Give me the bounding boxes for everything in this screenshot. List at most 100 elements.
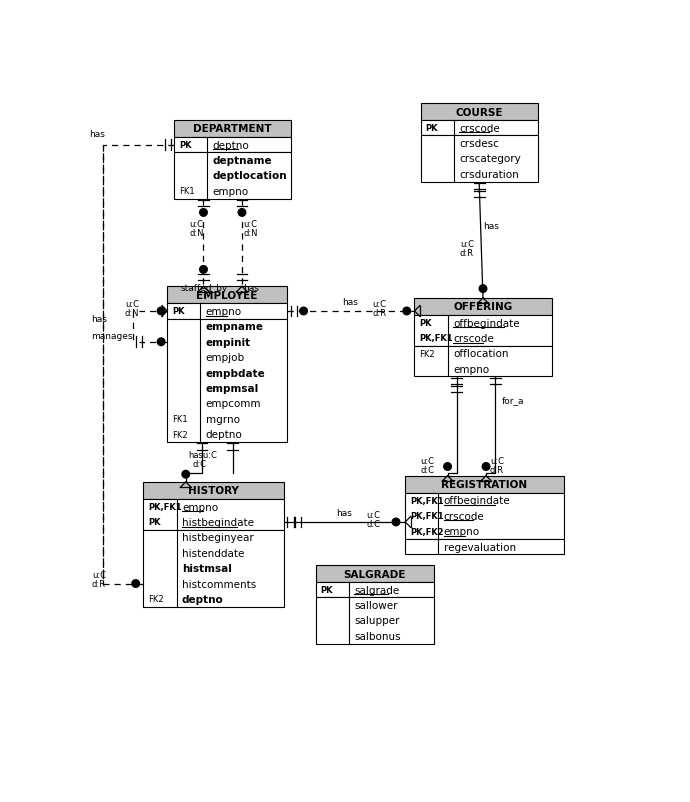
- Text: d:C: d:C: [366, 520, 381, 529]
- Circle shape: [299, 308, 308, 315]
- Circle shape: [479, 286, 487, 293]
- Bar: [174, 138, 291, 153]
- Bar: [415, 315, 551, 346]
- Text: has: has: [337, 508, 353, 517]
- Circle shape: [132, 580, 139, 588]
- Text: histmsal: histmsal: [182, 564, 232, 573]
- Text: empmsal: empmsal: [206, 383, 259, 394]
- Text: d:R: d:R: [372, 309, 386, 318]
- Text: empjob: empjob: [206, 353, 245, 363]
- Text: DEPARTMENT: DEPARTMENT: [193, 124, 272, 134]
- Text: u:C: u:C: [92, 570, 106, 579]
- Bar: [167, 287, 286, 304]
- Circle shape: [182, 471, 190, 479]
- Bar: [144, 482, 284, 499]
- Text: d:C: d:C: [421, 465, 435, 475]
- Text: crscode: crscode: [453, 334, 494, 343]
- Bar: [316, 565, 434, 582]
- Text: PK: PK: [148, 518, 161, 527]
- Text: empno: empno: [444, 527, 480, 537]
- Text: staffed_by: staffed_by: [180, 284, 228, 293]
- Text: empcomm: empcomm: [206, 399, 262, 409]
- Text: empno: empno: [453, 364, 489, 375]
- Text: histbegindate: histbegindate: [182, 517, 254, 527]
- Text: histcomments: histcomments: [182, 579, 256, 589]
- Bar: [144, 530, 284, 607]
- Text: u:C: u:C: [125, 299, 139, 309]
- Bar: [405, 493, 564, 539]
- Text: offbegindate: offbegindate: [444, 496, 511, 506]
- Text: u:C: u:C: [490, 456, 504, 465]
- Circle shape: [392, 518, 400, 526]
- Text: deptno: deptno: [213, 140, 250, 151]
- Text: has: has: [483, 221, 499, 231]
- Text: salupper: salupper: [355, 616, 400, 626]
- Text: HISTORY: HISTORY: [188, 486, 239, 496]
- Text: for_a: for_a: [502, 395, 524, 404]
- Text: histbeginyear: histbeginyear: [182, 533, 254, 543]
- Text: empno: empno: [213, 187, 249, 196]
- Bar: [415, 298, 551, 315]
- Text: hasu:C: hasu:C: [188, 450, 217, 459]
- Text: PK,FK1: PK,FK1: [148, 502, 181, 512]
- Circle shape: [482, 463, 490, 471]
- Bar: [167, 304, 286, 319]
- Text: u:C: u:C: [421, 456, 435, 465]
- Text: crsduration: crsduration: [459, 170, 519, 180]
- Bar: [316, 597, 434, 644]
- Bar: [415, 346, 551, 377]
- Text: COURSE: COURSE: [455, 107, 503, 117]
- Text: crscode: crscode: [459, 124, 500, 134]
- Text: d:R: d:R: [92, 579, 106, 589]
- Text: PK,FK1: PK,FK1: [419, 334, 453, 343]
- Text: d:C: d:C: [193, 460, 207, 468]
- Text: deptname: deptname: [213, 156, 273, 166]
- Text: sallower: sallower: [355, 601, 398, 610]
- Bar: [421, 104, 538, 121]
- Circle shape: [444, 463, 451, 471]
- Bar: [144, 499, 284, 530]
- Bar: [316, 582, 434, 597]
- Text: PK,FK1: PK,FK1: [410, 496, 444, 505]
- Text: offbegindate: offbegindate: [453, 318, 520, 328]
- Text: crscategory: crscategory: [459, 154, 521, 164]
- Text: has: has: [91, 314, 107, 324]
- Circle shape: [199, 266, 207, 274]
- Text: empinit: empinit: [206, 338, 251, 347]
- Text: PK,FK1: PK,FK1: [410, 512, 444, 520]
- Bar: [174, 121, 291, 138]
- Text: u:C: u:C: [190, 220, 204, 229]
- Text: SALGRADE: SALGRADE: [344, 569, 406, 579]
- Text: d:N: d:N: [190, 229, 204, 237]
- Text: empbdate: empbdate: [206, 368, 266, 378]
- Bar: [405, 539, 564, 555]
- Bar: [167, 319, 286, 443]
- Text: crscode: crscode: [444, 511, 484, 521]
- Text: PK,FK2: PK,FK2: [410, 527, 444, 536]
- Bar: [421, 136, 538, 182]
- Circle shape: [238, 209, 246, 217]
- Text: histenddate: histenddate: [182, 548, 244, 558]
- Text: FK1: FK1: [179, 187, 195, 196]
- Bar: [174, 153, 291, 199]
- Text: manages: manages: [91, 332, 132, 341]
- Text: OFFERING: OFFERING: [453, 302, 513, 312]
- Text: deptno: deptno: [182, 594, 224, 604]
- Text: has: has: [244, 284, 259, 293]
- Text: d:R: d:R: [460, 249, 474, 257]
- Text: regevaluation: regevaluation: [444, 542, 516, 552]
- Text: salbonus: salbonus: [355, 631, 401, 641]
- Circle shape: [157, 308, 165, 315]
- Text: FK2: FK2: [148, 595, 164, 604]
- Text: crsdesc: crsdesc: [459, 139, 499, 149]
- Text: empname: empname: [206, 322, 264, 332]
- Text: d:R: d:R: [490, 465, 504, 475]
- Text: REGISTRATION: REGISTRATION: [442, 480, 528, 489]
- Text: d:N: d:N: [125, 309, 139, 318]
- Text: has: has: [343, 298, 359, 307]
- Circle shape: [199, 209, 207, 217]
- Text: empno: empno: [206, 306, 242, 317]
- Text: EMPLOYEE: EMPLOYEE: [196, 290, 257, 301]
- Text: d:N: d:N: [244, 229, 258, 237]
- Text: PK: PK: [419, 318, 431, 327]
